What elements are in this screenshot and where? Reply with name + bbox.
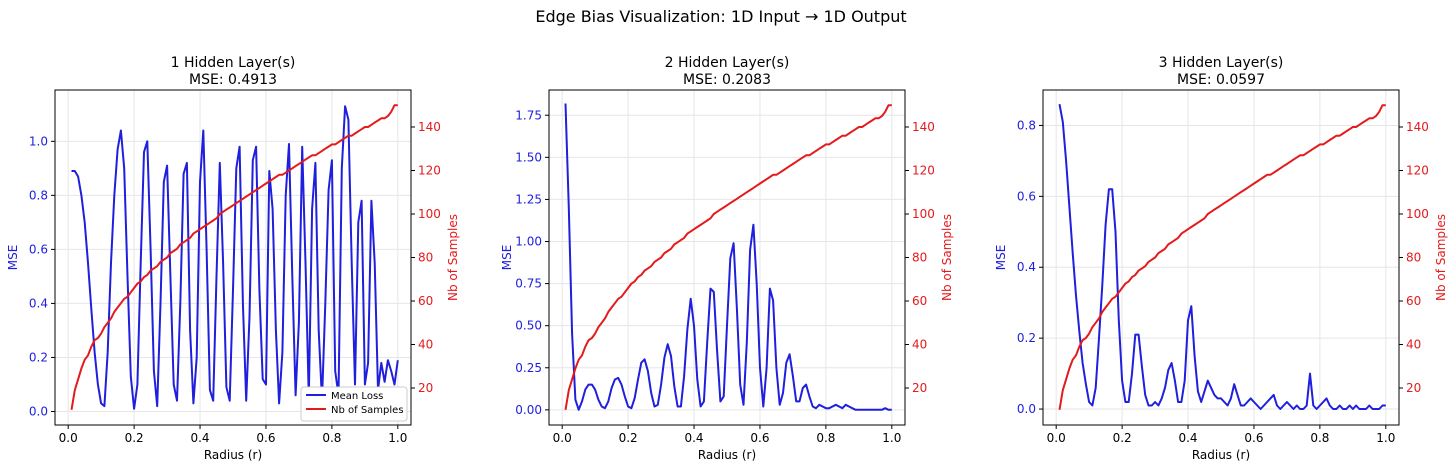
- y-tick-label: 0.0: [1017, 402, 1036, 416]
- y2-tick-label: 100: [418, 207, 441, 221]
- x-tick-label: 0.8: [816, 431, 835, 445]
- x-tick-label: 0.4: [684, 431, 703, 445]
- samples-series-line: [70, 104, 398, 410]
- y2-tick-label: 20: [418, 381, 433, 395]
- y-tick-label: 0.75: [515, 277, 542, 291]
- y2-tick-label: 80: [912, 251, 927, 265]
- y2-tick-label: 20: [1406, 381, 1421, 395]
- y2-tick-label: 100: [912, 207, 935, 221]
- y2-axis-label: Nb of Samples: [1434, 214, 1448, 301]
- x-tick-label: 0.0: [1047, 431, 1066, 445]
- y-tick-label: 0.2: [29, 350, 48, 364]
- y2-tick-label: 60: [912, 294, 927, 308]
- y-axis-label: MSE: [500, 245, 514, 271]
- y2-tick-label: 60: [1406, 294, 1421, 308]
- y2-tick-label: 120: [1406, 163, 1429, 177]
- y-tick-label: 1.50: [515, 150, 542, 164]
- y-tick-label: 0.8: [1017, 118, 1036, 132]
- x-axis-label: Radius (r): [1192, 448, 1250, 462]
- x-tick-label: 0.4: [1178, 431, 1197, 445]
- legend-label-samples: Nb of Samples: [331, 405, 404, 416]
- legend: Mean Loss Nb of Samples: [300, 386, 408, 422]
- x-tick-label: 1.0: [1376, 431, 1395, 445]
- y2-tick-label: 40: [1406, 338, 1421, 352]
- chart-panel-1: 0.0 0.2 0.4 0.6 0.8 1.0 0.0 0.2 0.4 0.6 0.8 1.0 20 40…: [6, 55, 460, 462]
- x-tick-label: 0.6: [1244, 431, 1263, 445]
- samples-series-line: [564, 104, 892, 410]
- panel-subtitle: MSE: 0.0597: [1177, 72, 1265, 88]
- y2-tick-label: 20: [912, 381, 927, 395]
- y2-axis-label: Nb of Samples: [940, 214, 954, 301]
- mean-loss-series-line: [564, 103, 892, 411]
- y2-tick-label: 100: [1406, 207, 1429, 221]
- y-tick-label: 0.25: [515, 361, 542, 375]
- x-tick-label: 0.4: [190, 431, 209, 445]
- mean-loss-series-line: [71, 105, 399, 410]
- y2-tick-label: 40: [418, 338, 433, 352]
- x-tick-label: 0.2: [125, 431, 144, 445]
- x-axis-label: Radius (r): [204, 448, 262, 462]
- y2-tick-label: 120: [418, 163, 441, 177]
- panel-subtitle: MSE: 0.4913: [189, 72, 277, 88]
- y-tick-label: 0.0: [29, 404, 48, 418]
- y-axis-label: MSE: [994, 245, 1008, 271]
- y2-tick-label: 40: [912, 338, 927, 352]
- y2-axis-label: Nb of Samples: [446, 214, 460, 301]
- y-axis-label: MSE: [6, 245, 20, 271]
- y-tick-label: 1.00: [515, 235, 542, 249]
- x-tick-label: 0.6: [256, 431, 275, 445]
- y-tick-label: 1.25: [515, 192, 542, 206]
- x-tick-label: 0.8: [322, 431, 341, 445]
- x-tick-label: 0.0: [553, 431, 572, 445]
- panel-title: 3 Hidden Layer(s): [1159, 55, 1284, 71]
- x-axis-label: Radius (r): [698, 448, 756, 462]
- y2-tick-label: 80: [1406, 251, 1421, 265]
- y2-tick-label: 140: [1406, 120, 1429, 134]
- legend-box: [300, 386, 408, 422]
- chart-panel-2: 0.0 0.2 0.4 0.6 0.8 1.0 0.00 0.25 0.50 0.75 1.00 1.…: [500, 55, 954, 462]
- plot-frame: [548, 89, 906, 426]
- y2-tick-label: 140: [418, 120, 441, 134]
- y-tick-label: 1.0: [29, 134, 48, 148]
- y-tick-label: 1.75: [515, 108, 542, 122]
- panel-title: 1 Hidden Layer(s): [171, 55, 296, 71]
- figure-title: Edge Bias Visualization: 1D Input → 1D O…: [535, 7, 906, 26]
- mean-loss-series-line: [1058, 104, 1386, 410]
- x-tick-label: 0.8: [1310, 431, 1329, 445]
- y-tick-label: 0.50: [515, 319, 542, 333]
- x-tick-label: 1.0: [882, 431, 901, 445]
- y2-tick-label: 80: [418, 251, 433, 265]
- x-tick-label: 0.6: [750, 431, 769, 445]
- x-tick-label: 0.0: [59, 431, 78, 445]
- y-tick-label: 0.6: [1017, 189, 1036, 203]
- y-tick-label: 0.00: [515, 403, 542, 417]
- samples-series-line: [1058, 104, 1386, 410]
- chart-panel-3: 0.0 0.2 0.4 0.6 0.8 1.0 0.0 0.2 0.4 0.6 0.8 20 40 60 8…: [994, 55, 1448, 462]
- y-tick-label: 0.4: [29, 296, 48, 310]
- x-tick-label: 0.2: [619, 431, 638, 445]
- y-tick-label: 0.2: [1017, 331, 1036, 345]
- y-tick-label: 0.6: [29, 242, 48, 256]
- y-tick-label: 0.4: [1017, 260, 1036, 274]
- legend-label-mean-loss: Mean Loss: [331, 391, 383, 402]
- panel-title: 2 Hidden Layer(s): [665, 55, 790, 71]
- x-tick-label: 1.0: [388, 431, 407, 445]
- y2-tick-label: 60: [418, 294, 433, 308]
- y-tick-label: 0.8: [29, 188, 48, 202]
- panel-subtitle: MSE: 0.2083: [683, 72, 771, 88]
- y2-tick-label: 140: [912, 120, 935, 134]
- x-tick-label: 0.2: [1113, 431, 1132, 445]
- y2-tick-label: 120: [912, 163, 935, 177]
